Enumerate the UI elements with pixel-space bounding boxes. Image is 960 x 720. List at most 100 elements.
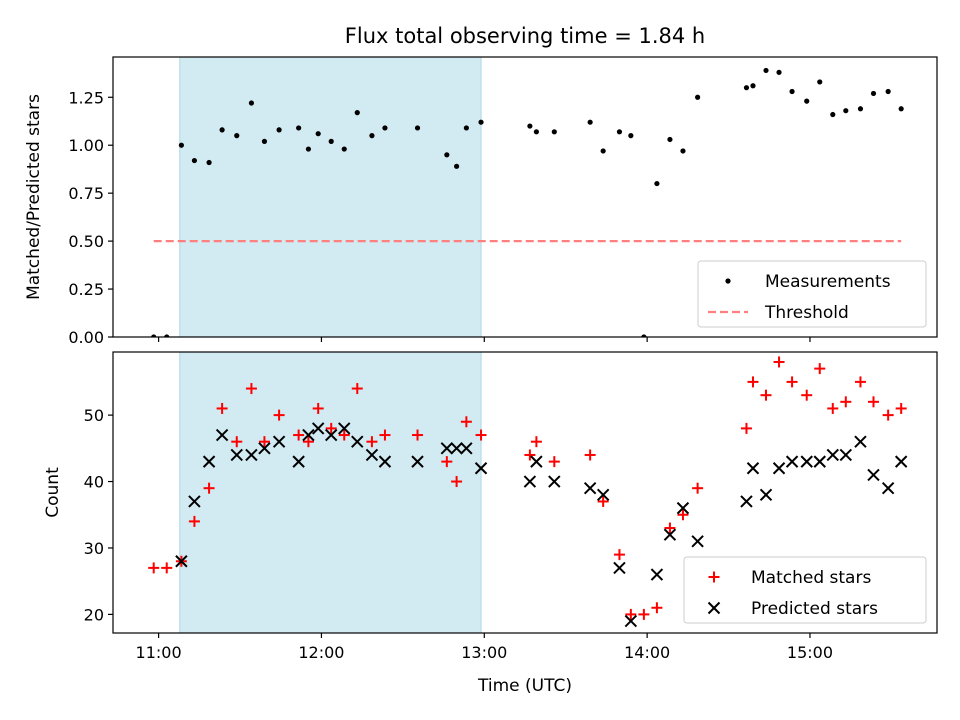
matched-stars-point	[325, 422, 337, 434]
predicted-stars-point	[530, 455, 543, 468]
matched-stars-point	[524, 449, 536, 461]
predicted-stars-point	[583, 481, 597, 495]
legend-entry-label: Threshold	[764, 303, 849, 323]
matched-stars-point	[161, 562, 173, 574]
predicted-stars-point	[624, 614, 638, 628]
measurement-point	[533, 129, 539, 135]
measurement-point	[219, 127, 225, 133]
predicted-stars-point	[839, 448, 853, 462]
predicted-stars-point	[663, 528, 677, 541]
measurement-point	[898, 106, 904, 112]
predicted-stars-point	[230, 448, 243, 462]
matched-stars-point	[366, 436, 378, 448]
measurement-point	[641, 334, 647, 337]
bottom-y-axis-label: Count	[43, 467, 63, 518]
matched-stars-point	[584, 449, 596, 461]
predicted-stars-point	[613, 561, 626, 575]
predicted-stars-point	[378, 455, 392, 468]
predicted-stars-point	[523, 475, 537, 488]
matched-stars-point	[379, 429, 391, 441]
predicted-stars-point	[460, 442, 473, 455]
matched-stars-point	[651, 602, 663, 614]
matched-stars-point	[231, 436, 243, 448]
measurement-point	[817, 79, 823, 85]
measurement-point	[628, 133, 634, 139]
y-tick-label: 0.25	[68, 280, 104, 299]
measurement-point	[463, 125, 469, 131]
measurement-point	[870, 90, 877, 97]
measurement-point	[248, 100, 255, 106]
matched-stars-point	[625, 608, 637, 620]
measurement-point	[843, 108, 849, 114]
matched-stars-point	[451, 476, 463, 488]
measurement-point	[478, 119, 484, 125]
legend-measurements-swatch	[725, 278, 731, 284]
predicted-stars-point	[338, 422, 351, 435]
predicted-stars-point	[676, 501, 690, 515]
measurement-point	[414, 125, 421, 131]
matched-stars-point	[760, 389, 772, 401]
predicted-stars-point	[474, 462, 488, 475]
measurement-point	[763, 67, 769, 74]
matched-stars-point	[677, 509, 689, 521]
y-tick-label: 40	[84, 473, 104, 492]
matched-stars-point	[216, 402, 228, 414]
matched-stars-point	[747, 376, 759, 388]
predicted-stars-point	[826, 448, 839, 462]
matched-stars-point	[460, 416, 472, 428]
matched-stars-point	[273, 409, 285, 421]
matched-stars-point	[441, 456, 453, 468]
legend-box	[683, 556, 927, 624]
measurement-point	[885, 88, 891, 95]
legend-box	[697, 260, 927, 328]
predicted-stars-point	[881, 481, 895, 495]
matched-stars-point	[475, 429, 487, 441]
measurement-point	[206, 159, 212, 166]
top-y-axis-label: Matched/Predicted stars	[24, 94, 44, 300]
predicted-stars-point	[440, 442, 454, 455]
matched-stars-point	[638, 608, 650, 620]
legend-entry-label: Matched stars	[751, 568, 871, 588]
x-axis-label: Time (UTC)	[477, 676, 572, 696]
matched-stars-point	[188, 515, 200, 527]
predicted-stars-point	[351, 435, 364, 448]
predicted-stars-point	[894, 455, 908, 468]
measurement-point	[804, 98, 810, 104]
predicted-stars-point	[650, 568, 664, 581]
measurement-point	[680, 148, 686, 154]
y-tick-label: 30	[84, 539, 104, 558]
predicted-stars-point	[411, 455, 424, 468]
matched-stars-point	[245, 383, 257, 395]
predicted-stars-point	[740, 495, 753, 508]
matched-stars-point	[814, 363, 826, 375]
measurement-point	[164, 334, 170, 337]
measurement-point	[789, 88, 795, 95]
matched-stars-point	[338, 429, 350, 441]
x-tick-label: 12:00	[298, 643, 344, 662]
predicted-stars-point	[215, 428, 229, 442]
matched-stars-point	[597, 495, 609, 507]
predicted-stars-point	[691, 535, 704, 548]
measurement-point	[830, 111, 836, 118]
y-tick-label: 20	[84, 605, 104, 624]
matched-stars-point	[840, 396, 852, 408]
predicted-stars-point	[772, 462, 786, 475]
measurement-point	[315, 131, 321, 137]
chart-title: Flux total observing time = 1.84 h	[345, 24, 705, 48]
top-plot-area	[151, 57, 904, 337]
predicted-stars-point	[759, 488, 773, 502]
predicted-stars-point	[272, 435, 286, 448]
measurement-point	[695, 94, 701, 100]
measurement-point	[667, 136, 673, 143]
y-tick-label: 0.75	[68, 184, 104, 203]
observing-window-band	[179, 57, 482, 337]
y-tick-label: 1.25	[68, 88, 104, 107]
matched-stars-point	[827, 402, 839, 414]
predicted-stars-point	[800, 455, 813, 468]
measurement-point	[261, 138, 268, 144]
matched-stars-point	[854, 376, 866, 388]
matched-stars-point	[867, 396, 879, 408]
predicted-stars-point	[746, 462, 760, 475]
matched-stars-point	[882, 409, 894, 421]
